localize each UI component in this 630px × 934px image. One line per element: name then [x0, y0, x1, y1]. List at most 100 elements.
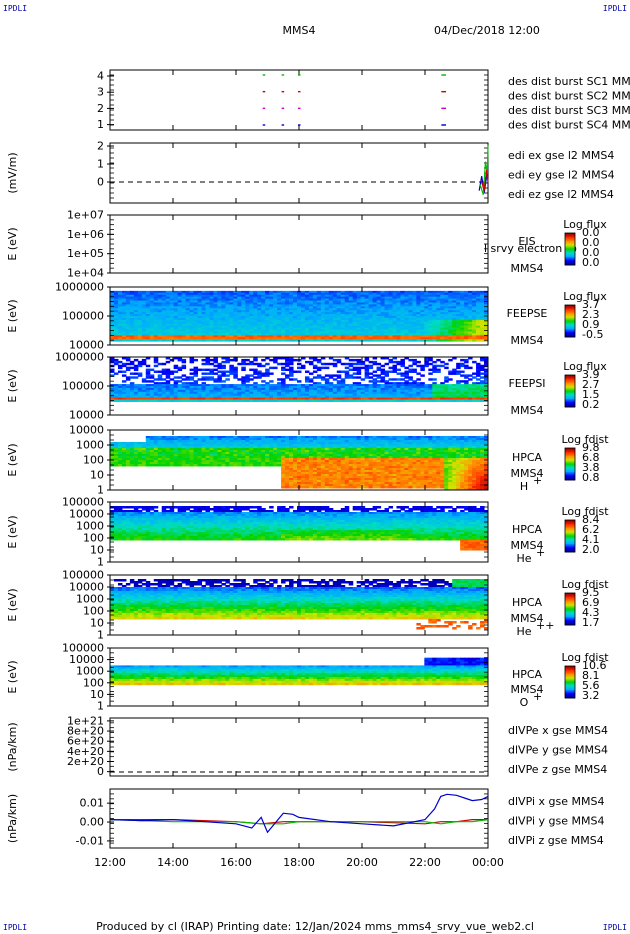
spectrogram-cell [265, 400, 269, 402]
spectrogram-cell [257, 464, 261, 467]
spectrogram-cell [385, 339, 389, 341]
spectrogram-cell [389, 378, 393, 380]
spectrogram-cell [261, 374, 265, 376]
spectrogram-cell [416, 378, 420, 380]
spectrogram-cell [412, 371, 416, 373]
spectrogram-cell [146, 376, 150, 378]
spectrogram-cell [150, 339, 154, 341]
spectrogram-cell [190, 361, 194, 363]
spectrogram-cell [122, 400, 126, 402]
spectrogram-cell [349, 376, 353, 378]
spectrogram-cell [456, 400, 460, 402]
spectrogram-cell [134, 339, 138, 341]
spectrogram-cell [329, 339, 333, 341]
spectrogram-cell [225, 374, 229, 376]
spectrogram-cell [122, 365, 126, 367]
spectrogram-cell [126, 400, 130, 402]
spectrogram-cell [205, 400, 209, 402]
spectrogram-cell [273, 400, 277, 402]
spectrogram-cell [313, 400, 317, 402]
spectrogram-cell [436, 359, 440, 361]
spectrogram-cell [285, 400, 289, 402]
spectrogram-cell [297, 363, 301, 365]
spectrogram-cell [190, 369, 194, 371]
spectrogram-cell [213, 365, 217, 367]
spectrogram-cell [178, 359, 182, 361]
spectrogram-cell [174, 376, 178, 378]
spectrogram-cell [432, 361, 436, 363]
spectrogram-cell [345, 400, 349, 402]
spectrogram-cell [253, 339, 257, 341]
spectrogram-cell [309, 400, 313, 402]
spectrogram-cell [257, 339, 261, 341]
spectrogram-cell [293, 378, 297, 380]
spectrogram-cell [202, 400, 206, 402]
panel-frame [110, 143, 488, 203]
burst-marker [298, 91, 301, 92]
spectrogram-cell [480, 376, 484, 378]
spectrogram-cell [158, 339, 162, 341]
spectrogram-cell [225, 361, 229, 363]
y-tick-label: 1e+04 [67, 267, 104, 280]
spectrogram-cell [249, 378, 253, 380]
spectrogram-cell [217, 464, 221, 467]
spectrogram-cell [396, 372, 400, 374]
spectrogram-cell [142, 339, 146, 341]
spectrogram-cell [385, 400, 389, 402]
spectrogram-cell [138, 365, 142, 367]
spectrogram-cell [158, 371, 162, 373]
spectrogram-cell [369, 367, 373, 369]
spectrogram-cell [245, 400, 249, 402]
y-tick-label: 100000 [62, 380, 104, 393]
spectrogram-cell [309, 339, 313, 341]
spectrogram-cell [289, 363, 293, 365]
spectrogram-cell [166, 400, 170, 402]
spectrogram-cell [178, 464, 182, 467]
spectrogram-cell [190, 378, 194, 380]
spectrogram-cell [130, 376, 134, 378]
spectrogram-cell [158, 400, 162, 402]
spectrogram-cell [349, 339, 353, 341]
spectrogram-cell [150, 380, 154, 382]
spectrogram-cell [313, 371, 317, 373]
spectrogram-cell [432, 339, 436, 341]
panel-feepsi: 100000010000010000E (eV) FEEPSIMMS4Log fl… [6, 351, 607, 422]
spectrogram-cell [205, 369, 209, 371]
spectrogram-cell [440, 339, 444, 341]
legend-entry: des dist burst SC2 MMS2 [508, 90, 630, 103]
spectrogram-cell [261, 339, 265, 341]
spectrogram-cell [281, 363, 285, 365]
spectrogram-cell [213, 372, 217, 374]
spectrogram-cell [281, 400, 285, 402]
spacecraft-label: MMS4 [511, 334, 544, 347]
spectrogram-cell [337, 400, 341, 402]
y-tick-label: 4 [97, 70, 104, 83]
spectrogram-cell [265, 464, 269, 467]
spectrogram-cell [361, 363, 365, 365]
spectrogram-cell [440, 400, 444, 402]
spectrogram-cell [317, 339, 321, 341]
spectrogram-cell [369, 361, 373, 363]
spectrogram-cell [134, 359, 138, 361]
panel-feepse: 100000010000010000E (eV) FEEPSEMMS4Log fl… [6, 281, 607, 352]
panel-edi: 210(mV/m) edi ex gse l2 MMS4edi ey gse l2… [6, 140, 615, 204]
spectrogram-cell [174, 464, 178, 467]
spectrogram-cell [480, 359, 484, 361]
spectrogram-cell [150, 369, 154, 371]
spectrogram-cell [385, 363, 389, 365]
spectrogram-cell [393, 371, 397, 373]
spectrogram-cell [166, 464, 170, 467]
spectrogram-cell [265, 339, 269, 341]
spectrogram-cell [448, 400, 452, 402]
spectrogram-cell [317, 400, 321, 402]
spectrogram-cell [353, 400, 357, 402]
spectrogram-cell [253, 400, 257, 402]
spectrogram-cell [186, 378, 190, 380]
spectrogram-cell [130, 400, 134, 402]
spectrogram-cell [142, 380, 146, 382]
spectrogram-cell [341, 400, 345, 402]
spectrogram-cell [428, 400, 432, 402]
spectrogram-cell [393, 378, 397, 380]
spectrogram-cell [460, 400, 464, 402]
spectrogram-cell [146, 365, 150, 367]
